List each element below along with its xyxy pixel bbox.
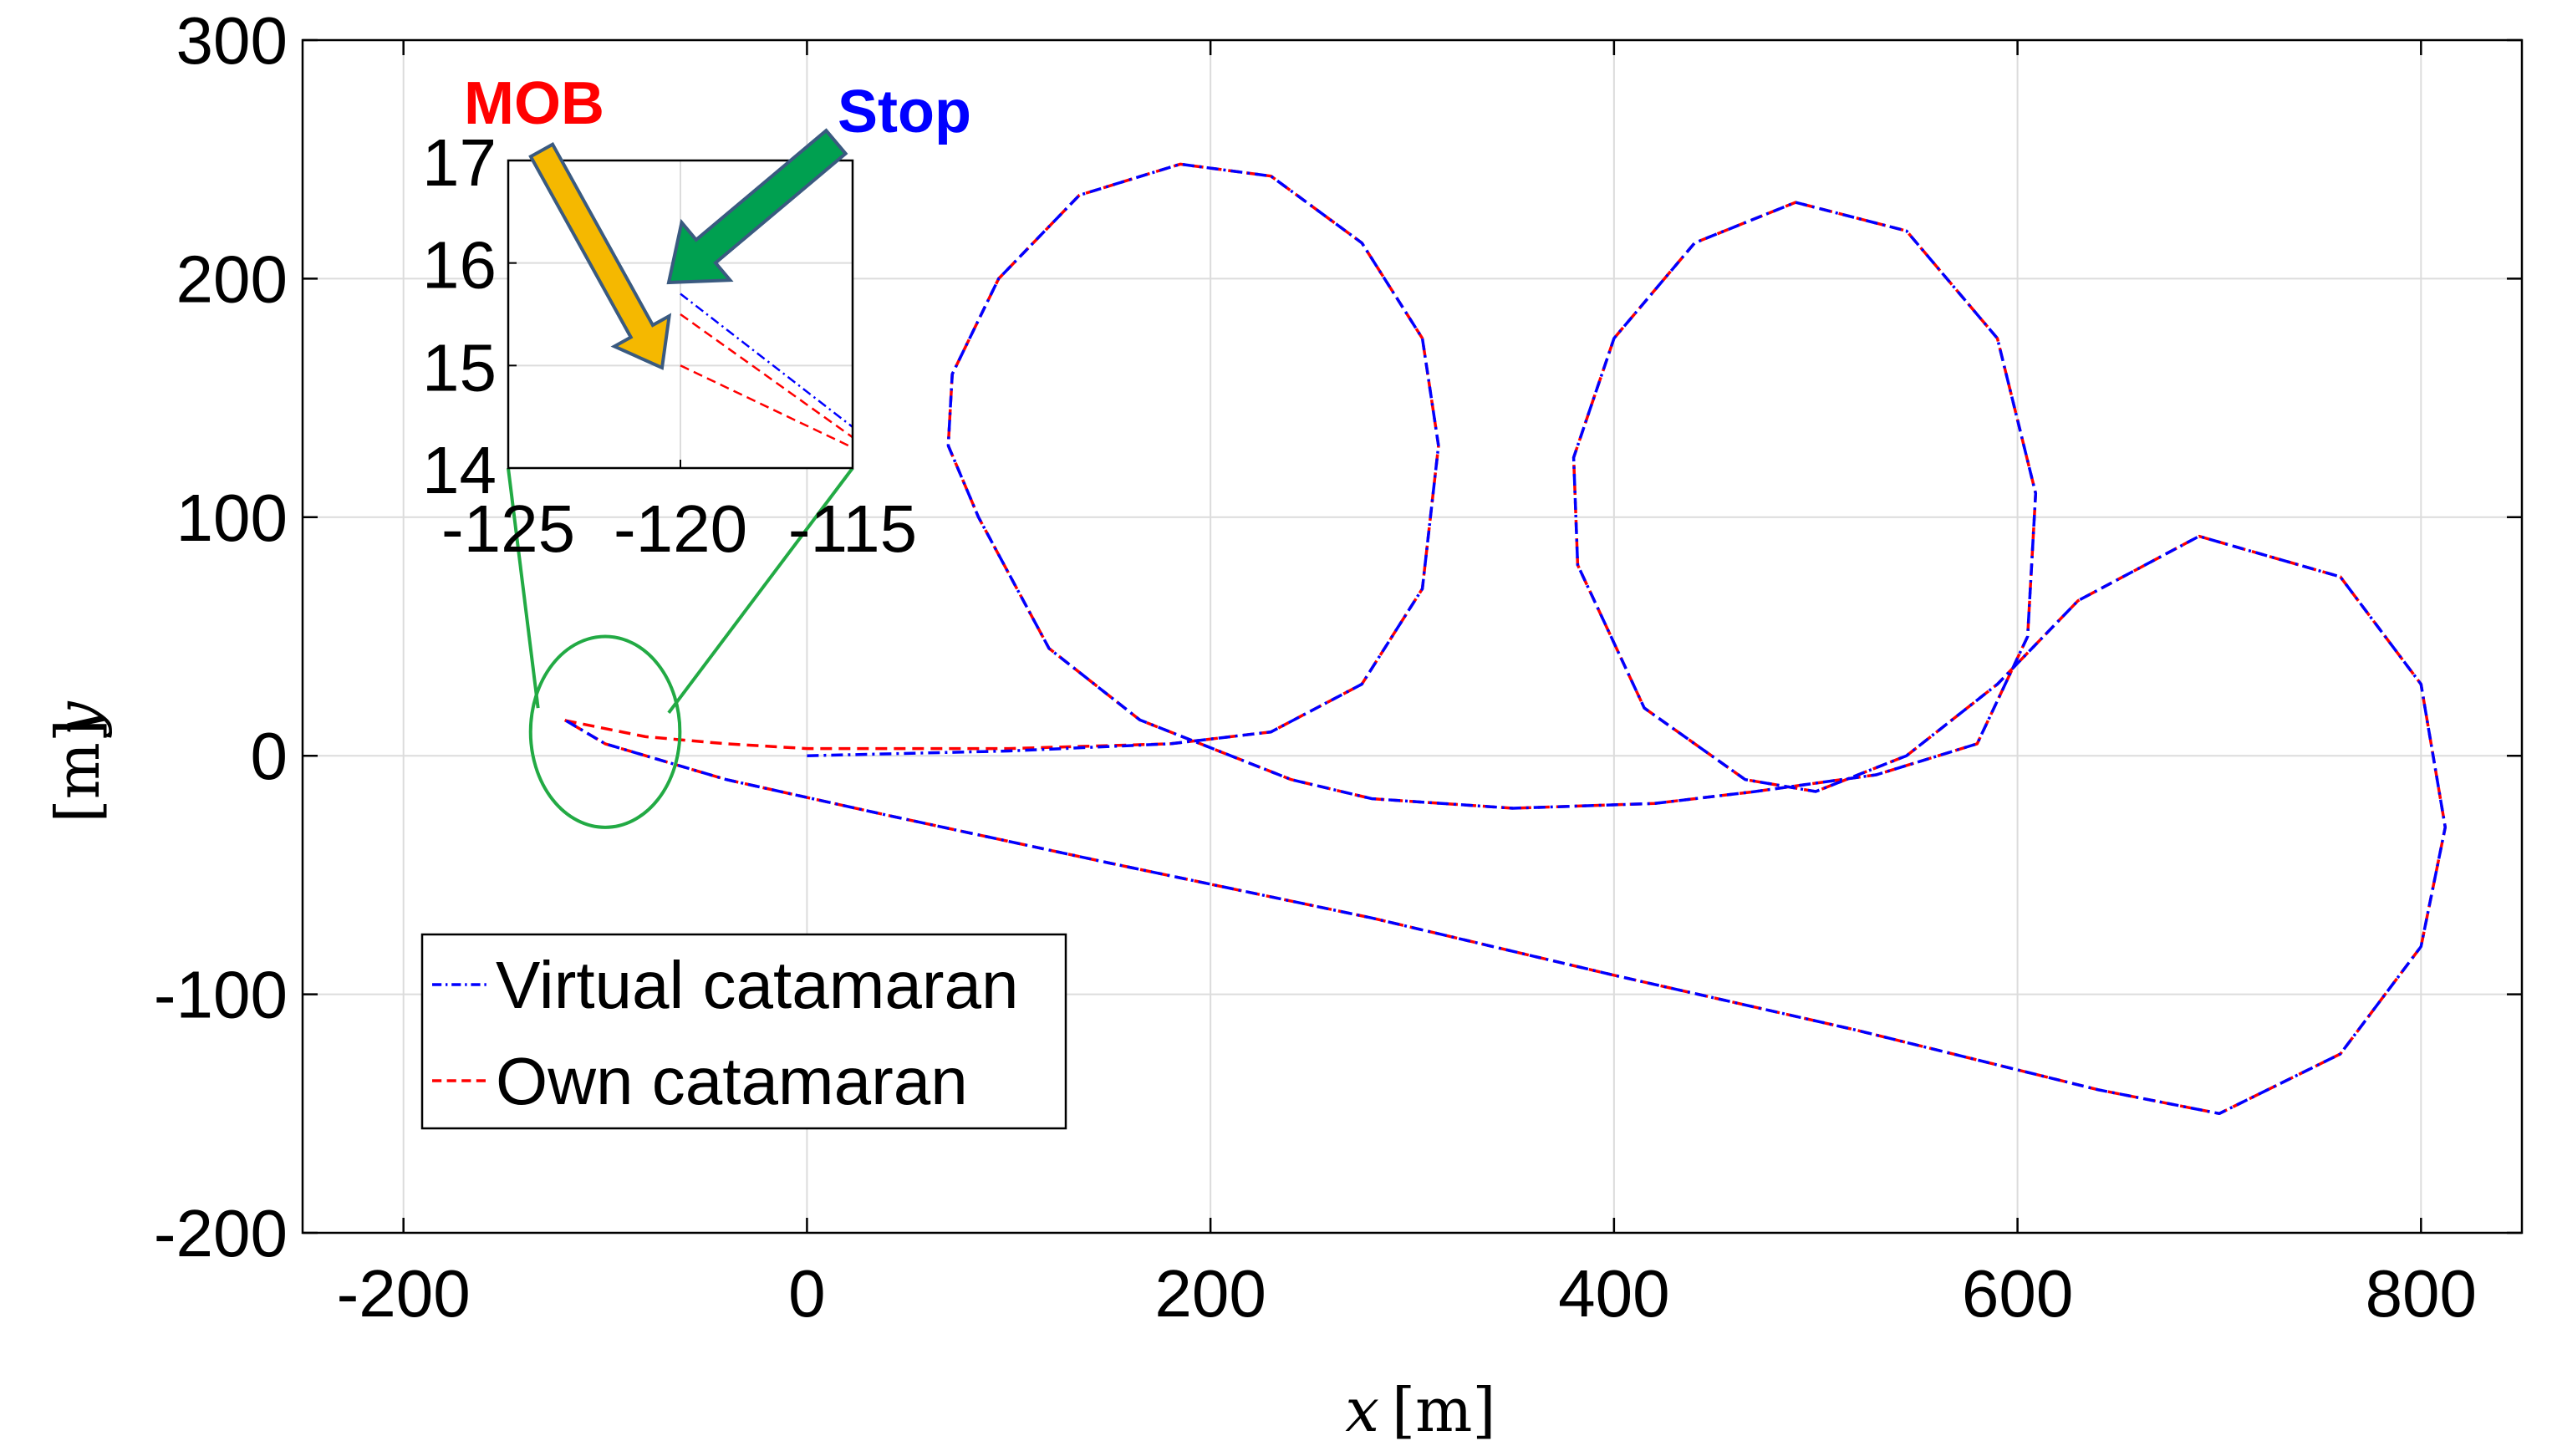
series-line-virtual-catamaran (563, 162, 2447, 1116)
y-axis-label: y [m] (43, 700, 113, 822)
inset-y-tick-label: 17 (422, 125, 497, 200)
inset-series-line-own-catamaran (680, 313, 853, 439)
x-tick-label: -200 (337, 1256, 471, 1331)
y-tick-label: 200 (176, 242, 288, 316)
x-axis-label-var: x (1345, 1375, 1379, 1445)
inset-x-tick-label: -120 (614, 491, 747, 566)
stop-label: Stop (838, 79, 971, 145)
legend-box (420, 933, 1067, 1130)
x-tick-label: 600 (1962, 1256, 2073, 1331)
x-axis-label-unit: [m] (1392, 1375, 1495, 1445)
mob-arrow (528, 141, 672, 370)
legend-label: Virtual catamaran (496, 948, 1019, 1022)
main-series (563, 162, 2447, 1116)
legend-label: Own catamaran (496, 1044, 968, 1118)
y-tick-label: 100 (176, 481, 288, 555)
mob-label: MOB (464, 70, 604, 137)
inset-frame (507, 159, 854, 470)
inset-y-tick-label: 15 (422, 330, 497, 405)
inset-x-tick-label: -115 (788, 491, 917, 566)
inset-y-tick-label: 14 (422, 433, 497, 507)
legend: Virtual catamaran Own catamaran (420, 933, 1067, 1130)
inset-x-tick-label: -125 (441, 491, 575, 566)
inset-series-line-virtual-catamaran (680, 293, 853, 428)
zoom-indicator (507, 466, 854, 829)
y-tick-label: 0 (251, 719, 288, 793)
annotations: MOB Stop (464, 70, 971, 370)
inset-series-line-own-catamaran (680, 364, 853, 449)
x-tick-label: 0 (788, 1256, 826, 1331)
y-tick-label: 300 (176, 3, 288, 78)
y-axis-label-unit: [m] (43, 719, 113, 822)
plot-frame (301, 38, 2524, 1235)
inset-axes: -125 -120 -115 14 15 16 17 (422, 125, 917, 566)
stop-arrow (666, 128, 848, 285)
y-tick-label: -200 (154, 1196, 288, 1270)
zoom-connector-right (667, 466, 854, 715)
x-tick-label: 200 (1154, 1256, 1266, 1331)
x-tick-label: 800 (2366, 1256, 2477, 1331)
zoom-connector-left (507, 467, 540, 709)
x-axis-label: x [m] (1345, 1375, 1495, 1445)
y-tick-label: -100 (154, 958, 288, 1032)
zoom-circle (528, 634, 682, 829)
x-tick-label: 400 (1558, 1256, 1669, 1331)
y-axis-label-var: y (43, 700, 113, 738)
inset-y-tick-label: 16 (422, 228, 497, 303)
main-ticks: -200 0 200 400 600 800 -200 -100 0 100 200 300 (154, 3, 2522, 1331)
